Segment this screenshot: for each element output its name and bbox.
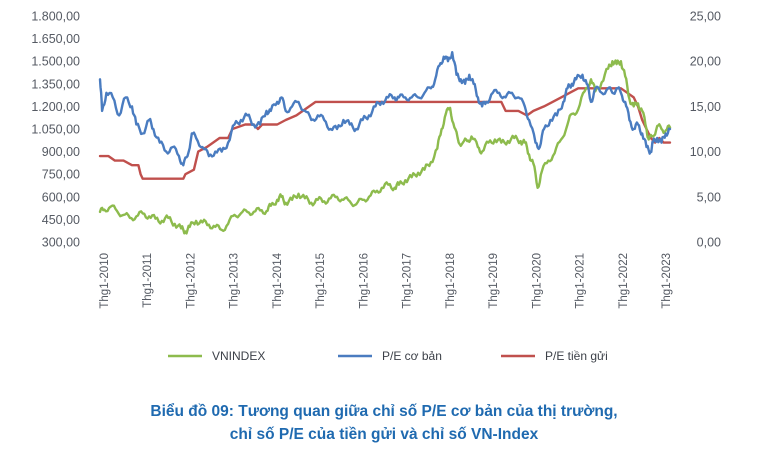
x-tick-label: Thg1-2014 xyxy=(272,252,284,308)
x-tick-label: Thg1-2012 xyxy=(185,253,197,309)
caption-line-1: Biểu đồ 09: Tương quan giữa chỉ số P/E c… xyxy=(150,403,618,420)
legend-label: VNINDEX xyxy=(212,349,265,363)
legend-label: P/E cơ bản xyxy=(382,349,442,363)
x-tick-label: Thg1-2010 xyxy=(99,253,111,309)
legend-item: P/E cơ bản xyxy=(338,349,442,363)
x-tick-label: Thg1-2023 xyxy=(661,253,673,309)
x-tick-label: Thg1-2015 xyxy=(315,253,327,309)
left-axis-ticks: 300,00 450,00 600,00 750,00 900,00 1.050,00 1.… xyxy=(31,10,80,250)
chart-caption: Biểu đồ 09: Tương quan giữa chỉ số P/E c… xyxy=(0,400,768,446)
legend-label: P/E tiền gửi xyxy=(545,349,608,363)
caption-line-2: chỉ số P/E của tiền gửi và chỉ số VN-Ind… xyxy=(229,426,539,443)
series-line-1 xyxy=(98,51,672,167)
series-layer xyxy=(98,51,672,235)
x-tick-label: Thg1-2019 xyxy=(488,253,500,309)
left-tick-label: 750,00 xyxy=(42,168,80,182)
legend-item: VNINDEX xyxy=(168,349,265,363)
legend: VNINDEX P/E cơ bản P/E tiền gửi xyxy=(168,349,608,363)
x-axis-ticks: Thg1-2010 Thg1-2011 Thg1-2012 Thg1-2013 Thg1… xyxy=(99,252,673,308)
right-tick-label: 10,00 xyxy=(690,145,721,159)
series-line-0 xyxy=(98,59,672,235)
right-tick-label: 0,00 xyxy=(697,236,721,250)
x-tick-label: Thg1-2017 xyxy=(402,253,414,309)
left-tick-label: 900,00 xyxy=(42,145,80,159)
left-tick-label: 1.050,00 xyxy=(31,123,80,137)
x-tick-label: Thg1-2021 xyxy=(575,253,587,309)
x-tick-label: Thg1-2020 xyxy=(531,253,543,309)
left-tick-label: 1.650,00 xyxy=(31,32,80,46)
left-tick-label: 1.350,00 xyxy=(31,77,80,91)
left-tick-label: 600,00 xyxy=(42,190,80,204)
left-tick-label: 1.800,00 xyxy=(31,10,80,24)
right-axis-ticks: 0,00 5,00 10,00 15,00 20,00 25,00 xyxy=(690,10,721,250)
line-chart: 300,00 450,00 600,00 750,00 900,00 1.050,00 1.… xyxy=(31,10,721,364)
right-tick-label: 5,00 xyxy=(697,190,721,204)
x-tick-label: Thg1-2016 xyxy=(358,253,370,309)
legend-item: P/E tiền gửi xyxy=(501,349,608,363)
right-tick-label: 20,00 xyxy=(690,55,721,69)
x-tick-label: Thg1-2011 xyxy=(142,253,154,308)
left-tick-label: 450,00 xyxy=(42,213,80,227)
right-tick-label: 25,00 xyxy=(690,10,721,24)
left-tick-label: 300,00 xyxy=(42,236,80,250)
x-tick-label: Thg1-2018 xyxy=(445,253,457,309)
x-tick-label: Thg1-2013 xyxy=(229,253,241,309)
right-tick-label: 15,00 xyxy=(690,100,721,114)
left-tick-label: 1.500,00 xyxy=(31,55,80,69)
left-tick-label: 1.200,00 xyxy=(31,100,80,114)
x-tick-label: Thg1-2022 xyxy=(618,253,630,309)
